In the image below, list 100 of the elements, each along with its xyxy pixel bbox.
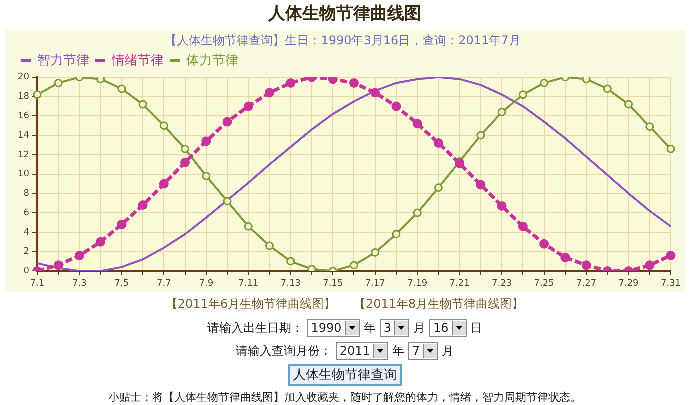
y-tick-label: 6: [24, 208, 30, 218]
point: [202, 172, 211, 180]
text: 年: [392, 342, 404, 360]
point: [392, 230, 401, 239]
point: [244, 102, 254, 112]
x-tick-label: 7.7: [157, 278, 172, 289]
point: [222, 117, 232, 127]
point: [350, 261, 358, 270]
x-tick-label: 7.15: [323, 278, 344, 289]
text: 【2011年8月生物节律曲线图】: [354, 296, 524, 313]
x-tick-label: 7.31: [660, 278, 682, 289]
y-tick-label: 8: [24, 189, 30, 200]
x-tick-label: 7.27: [576, 278, 597, 289]
legend-label: 体力节律: [186, 53, 238, 68]
point: [138, 200, 148, 210]
point: [181, 144, 190, 154]
chart-title: 人体生物节律曲线图: [267, 3, 422, 26]
point: [540, 239, 550, 249]
point: [434, 184, 443, 192]
point: [371, 248, 380, 258]
x-tick-label: 7.3: [72, 278, 87, 289]
point: [582, 260, 592, 270]
x-tick-label: 7.1: [30, 278, 45, 289]
point: [96, 237, 106, 247]
point: [180, 158, 190, 168]
point: [666, 250, 676, 260]
y-tick-label: 2: [24, 247, 30, 258]
text: 年: [364, 320, 376, 336]
point: [497, 202, 507, 212]
x-tick-label: 7.17: [365, 278, 386, 289]
y-tick-label: 20: [18, 72, 30, 83]
text: 人体生物节律查询: [288, 364, 402, 386]
point: [560, 252, 570, 262]
point: [223, 197, 232, 206]
point: [118, 84, 126, 94]
point: [266, 242, 274, 250]
point: [413, 208, 422, 218]
text: 【2011年6月生物节律曲线图】: [166, 296, 336, 313]
point: [74, 250, 84, 260]
legend-label: 情绪节律: [111, 53, 164, 68]
y-tick-label: 12: [18, 150, 30, 160]
text: 1990: [310, 321, 343, 335]
point: [286, 78, 296, 88]
point: [202, 136, 212, 146]
point: [412, 119, 422, 129]
point: [498, 108, 506, 117]
y-tick-label: 10: [18, 170, 30, 180]
point: [624, 100, 634, 109]
point: [286, 257, 296, 266]
y-tick-label: 4: [24, 228, 30, 238]
text: 月: [442, 342, 454, 360]
x-tick-label: 7.13: [280, 278, 301, 289]
chart-subtitle: 【人体生物节律查询】生日：1990年3月16日，查询：2011年7月: [165, 33, 521, 48]
point: [33, 90, 42, 100]
y-tick-label: 0: [24, 266, 30, 277]
point: [476, 180, 486, 190]
point: [666, 144, 676, 154]
point: [54, 260, 64, 270]
text: 小贴士：将【人体生物节律曲线图】加入收藏夹，随时了解您的体力，情绪，智力周期节律状态。: [108, 390, 582, 405]
x-tick-label: 7.21: [450, 278, 470, 289]
x-tick-label: 7.9: [199, 278, 214, 289]
text: 请输入查询月份：: [236, 342, 332, 360]
point: [582, 77, 591, 84]
text: 日: [470, 320, 483, 336]
x-tick-label: 7.29: [618, 278, 640, 289]
point: [138, 100, 148, 109]
y-tick-label: 14: [18, 130, 30, 141]
text: 月: [413, 320, 426, 336]
point: [518, 222, 528, 232]
y-tick-label: 16: [18, 112, 30, 122]
x-tick-label: 7.23: [492, 278, 512, 289]
point: [392, 102, 402, 112]
point: [370, 88, 380, 98]
text: 2011: [338, 344, 372, 358]
point: [117, 220, 127, 230]
x-tick-label: 7.11: [238, 278, 259, 289]
y-tick-label: 18: [18, 92, 30, 102]
point: [54, 78, 63, 88]
point: [159, 179, 169, 189]
point: [160, 122, 168, 130]
point: [645, 260, 655, 270]
point: [265, 88, 275, 98]
point: [476, 131, 486, 140]
x-tick-label: 7.5: [114, 278, 130, 289]
x-tick-label: 7.19: [408, 278, 428, 289]
point: [646, 122, 654, 132]
point: [308, 265, 316, 272]
text: 请输入出生日期：: [207, 320, 304, 336]
point: [96, 77, 106, 84]
point: [603, 84, 612, 94]
legend-label: 智力节律: [38, 53, 90, 68]
text: 7: [411, 344, 422, 358]
text: 16: [432, 321, 450, 335]
x-tick-label: 7.25: [534, 278, 554, 289]
point: [349, 78, 359, 88]
point: [540, 78, 549, 88]
point: [244, 222, 253, 231]
point: [518, 90, 528, 100]
text: 3: [382, 321, 392, 335]
point: [434, 138, 444, 148]
